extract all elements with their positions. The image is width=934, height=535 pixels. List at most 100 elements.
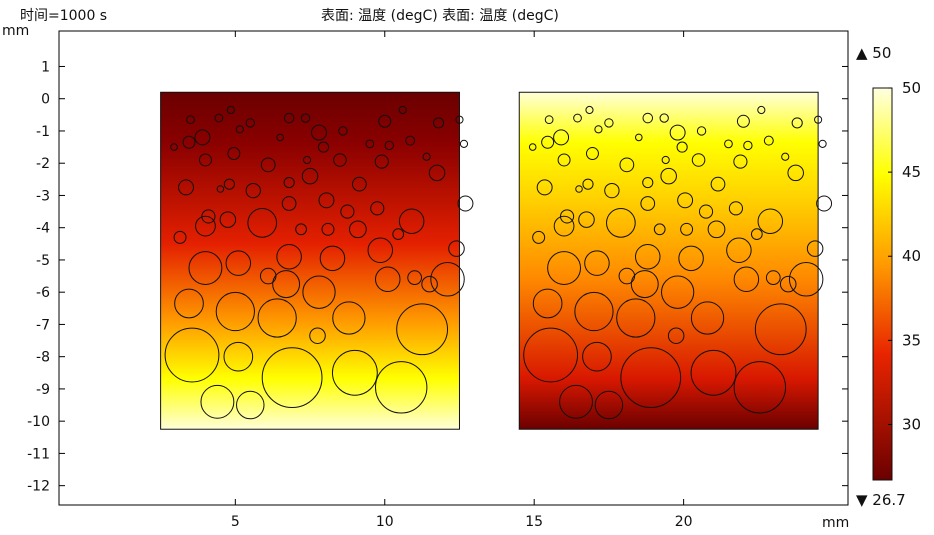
hole-circle <box>421 275 438 293</box>
hole-circle <box>219 211 237 228</box>
hole-circle <box>317 141 330 153</box>
hole-circle <box>661 275 695 309</box>
x-tick-label: 5 <box>231 514 240 530</box>
hole-circle <box>331 349 378 396</box>
hole-circle <box>428 164 446 182</box>
x-axis-label: mm <box>822 515 849 531</box>
hole-circle <box>640 196 656 211</box>
y-tick-label: -8 <box>36 350 50 366</box>
colorbar-tick-label: 40 <box>902 247 921 265</box>
hole-circle <box>333 153 347 167</box>
y-tick-label: 0 <box>41 92 50 108</box>
colorbar-bar <box>872 87 893 481</box>
hole-circle <box>620 347 682 409</box>
hole-circle <box>680 222 694 236</box>
hole-circle <box>378 114 392 128</box>
hole-circle <box>642 176 654 189</box>
circle-group <box>164 105 833 420</box>
hole-circle <box>216 185 225 193</box>
hole-circle <box>283 112 295 124</box>
hole-circle <box>188 251 223 285</box>
hole-circle <box>302 275 336 309</box>
hole-circle <box>227 147 241 161</box>
hole-circle <box>367 237 394 264</box>
colorbar-max-marker: ▲ 50 <box>856 44 891 62</box>
hole-circle <box>619 157 635 173</box>
hole-circle <box>677 192 694 209</box>
hole-circle <box>553 129 570 146</box>
hole-circle <box>200 384 235 419</box>
y-tick-label: -11 <box>27 446 50 462</box>
x-tick-label: 20 <box>675 514 693 530</box>
hole-circle <box>635 243 661 270</box>
hole-circle <box>396 303 449 356</box>
hole-circle <box>584 250 610 276</box>
plot-title: 表面: 温度 (degC) 表面: 温度 (degC) <box>321 8 559 24</box>
hole-circle <box>582 341 612 372</box>
hole-circle <box>788 262 824 297</box>
domain-1 <box>160 91 460 430</box>
hole-circle <box>736 114 750 128</box>
hole-circle <box>405 135 416 146</box>
hole-circle <box>174 288 204 319</box>
y-tick-label: 1 <box>41 59 50 75</box>
hole-circle <box>225 250 252 276</box>
hole-circle <box>194 129 211 146</box>
hole-circle <box>223 341 254 372</box>
hole-circle <box>585 105 594 115</box>
hole-circle <box>553 215 575 237</box>
hole-circle <box>457 195 474 212</box>
hole-circle <box>557 153 571 167</box>
hole-circle <box>235 125 244 134</box>
hole-circle <box>448 240 465 257</box>
hole-circle <box>245 118 255 128</box>
hole-circle <box>604 182 620 199</box>
y-tick-label: -3 <box>36 188 50 204</box>
hole-circle <box>559 384 593 419</box>
y-tick-label: -4 <box>36 221 50 237</box>
hole-circle <box>272 270 301 299</box>
hole-circle <box>616 298 656 338</box>
hole-circle <box>726 237 752 264</box>
hole-circle <box>532 230 546 244</box>
y-tick-label: -12 <box>27 479 50 495</box>
hole-circle <box>260 157 276 173</box>
hole-circle <box>281 196 297 211</box>
hole-circle <box>728 201 744 216</box>
hole-circle <box>814 115 823 124</box>
hole-circle <box>604 118 614 128</box>
hole-circle <box>338 126 348 136</box>
hole-circle <box>276 243 302 270</box>
hole-circle <box>276 133 284 142</box>
y-tick-label: -6 <box>36 285 50 301</box>
y-tick-label: -10 <box>27 414 50 430</box>
hole-circle <box>170 143 178 151</box>
hole-circle <box>295 223 307 236</box>
hole-circle <box>779 275 797 293</box>
hole-circle <box>757 105 766 115</box>
hole-circle <box>594 390 624 420</box>
hole-circle <box>178 179 194 196</box>
hole-circle <box>374 154 389 169</box>
hole-circle <box>455 115 464 124</box>
hole-circle <box>528 143 537 151</box>
hole-circle <box>676 141 688 153</box>
domain-2 <box>518 91 819 430</box>
hole-circle <box>763 135 774 146</box>
hole-circle <box>547 251 582 285</box>
hole-circle <box>261 347 323 409</box>
hole-circle <box>642 112 654 124</box>
hole-circle <box>696 126 707 136</box>
hole-circle <box>536 179 553 196</box>
hole-circle <box>606 208 636 238</box>
hole-circle <box>635 133 643 142</box>
domain-group <box>160 91 819 430</box>
hole-circle <box>374 361 428 414</box>
hole-circle <box>374 266 401 293</box>
hole-circle <box>765 270 781 286</box>
hole-circle <box>392 228 405 241</box>
hole-circle <box>300 113 311 123</box>
hole-circle <box>690 349 737 396</box>
